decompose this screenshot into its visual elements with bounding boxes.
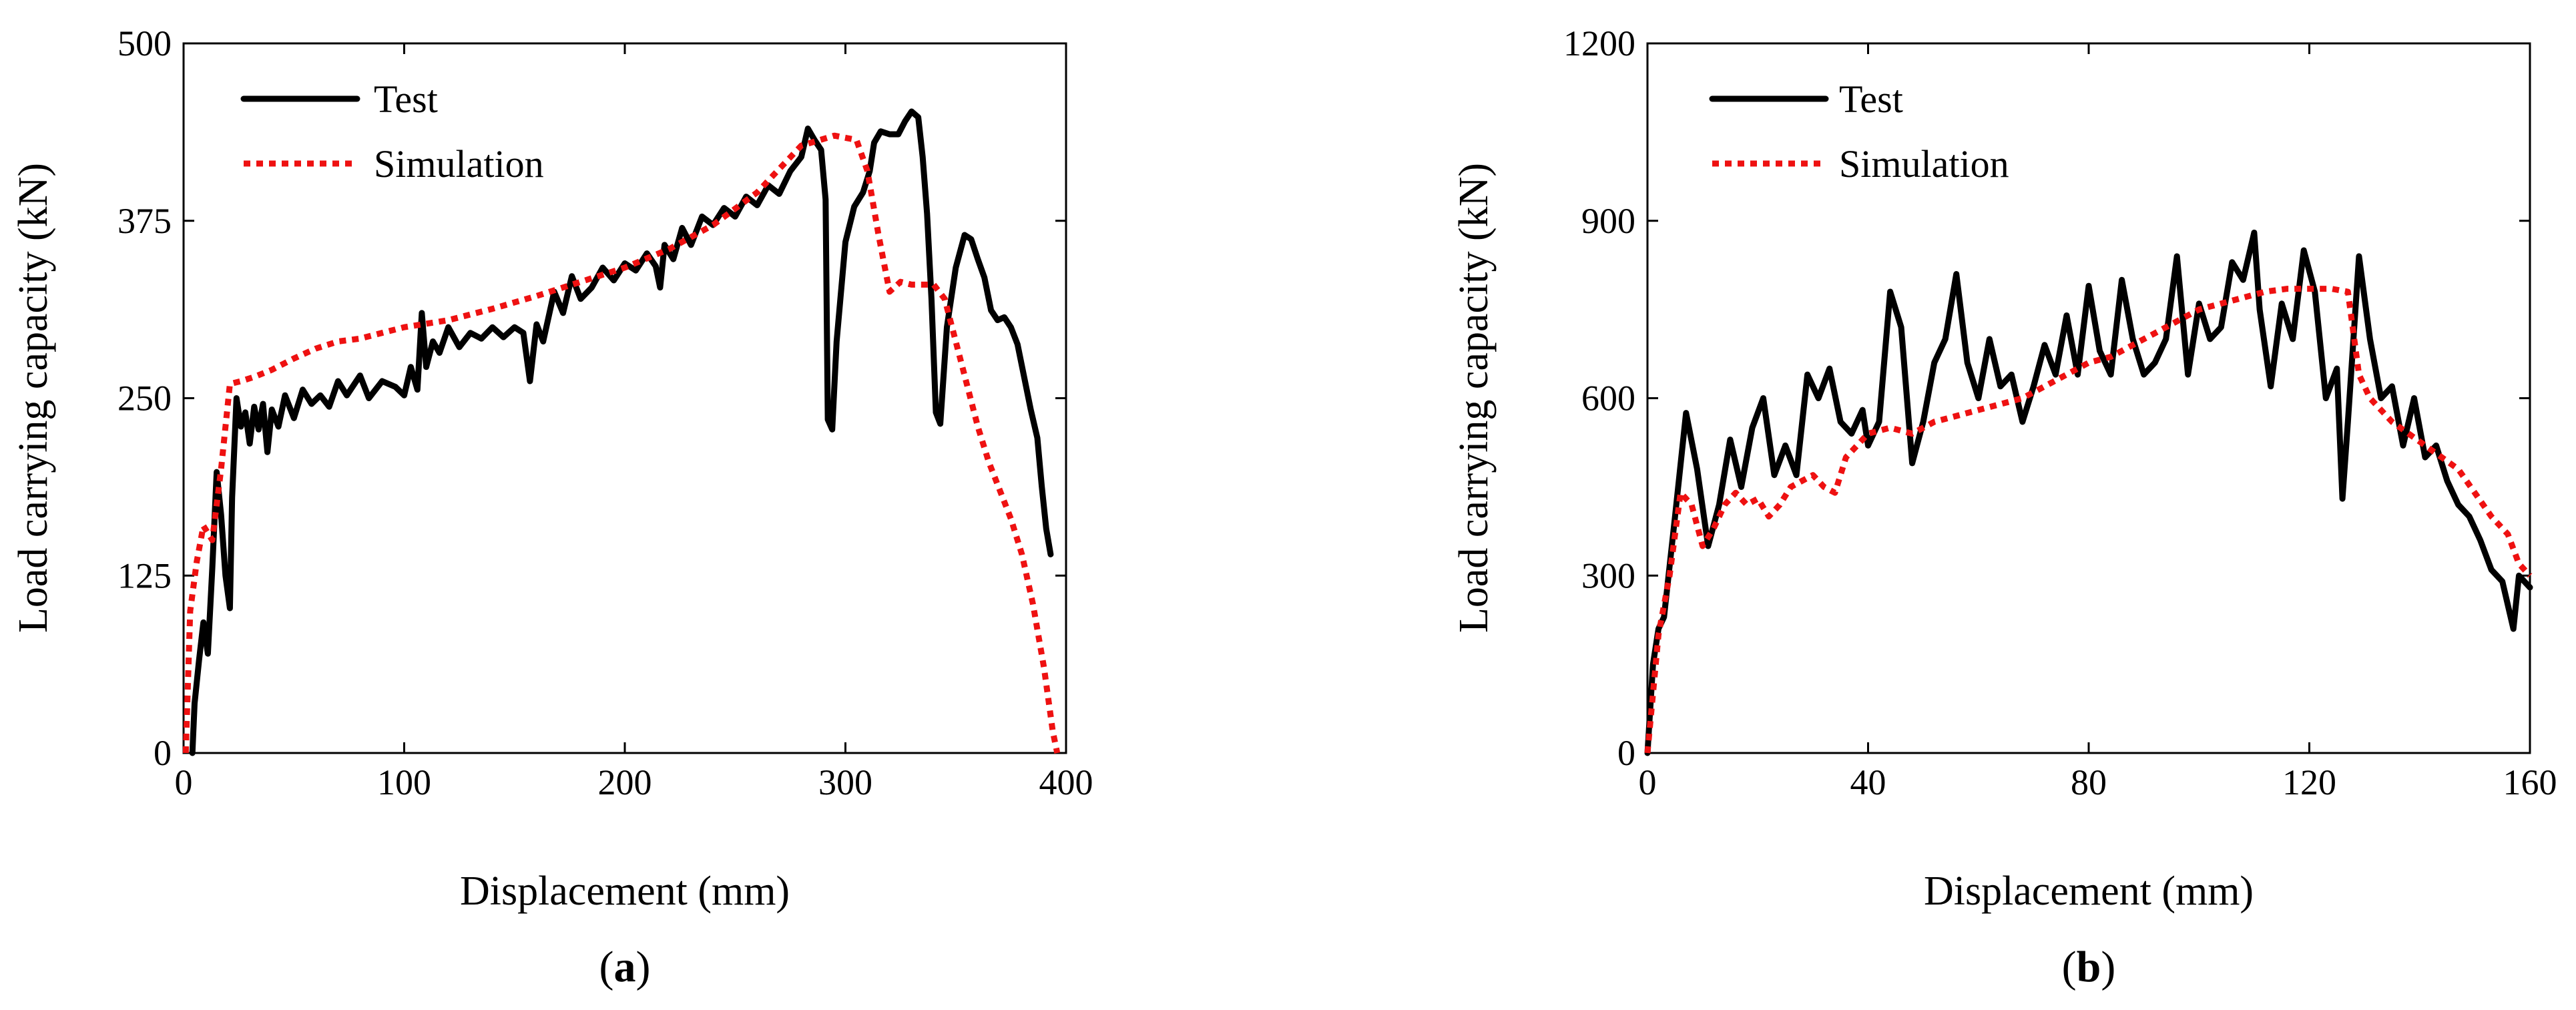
x-tick-label: 160	[2503, 762, 2557, 802]
series-line-test-b	[1644, 230, 2533, 756]
series-line-simulation-b	[1644, 286, 2533, 754]
legend-label-simulation-a: Simulation	[374, 142, 544, 186]
plot-frame-b	[1646, 42, 2531, 754]
x-tick-label: 40	[1850, 762, 1886, 802]
y-tick-label: 900	[1581, 201, 1635, 241]
y-tick-label: 500	[117, 23, 172, 63]
panel-label-a: (a)	[599, 943, 651, 991]
x-tick-label: 80	[2071, 762, 2107, 802]
legend-a: Test Simulation	[240, 77, 544, 186]
panel-a: 0 100 200 300 400 0 125 250 375 500 Test Simulati…	[11, 23, 1093, 991]
x-tick-label: 0	[175, 762, 193, 802]
legend-b: Test Simulation	[1709, 77, 2009, 186]
panel-label-b: (b)	[2062, 943, 2116, 991]
x-tick-label: 0	[1639, 762, 1657, 802]
y-axis-title-a: Load carrying capacity (kN)	[11, 163, 56, 633]
legend-label-test-b: Test	[1839, 77, 1903, 121]
tick-labels-b: 0 40 80 120 160 0 300 600 900 1200	[1563, 23, 2557, 802]
tick-marks-b	[1646, 42, 2531, 754]
series-line-test-a	[189, 108, 1054, 756]
y-tick-label: 375	[117, 201, 172, 241]
y-tick-label: 0	[154, 733, 172, 773]
legend-label-simulation-b: Simulation	[1839, 142, 2009, 186]
legend-label-test-a: Test	[374, 77, 438, 121]
x-tick-label: 400	[1039, 762, 1093, 802]
series-lines-b	[1644, 230, 2533, 756]
tick-labels-a: 0 100 200 300 400 0 125 250 375 500	[117, 23, 1093, 802]
y-tick-label: 600	[1581, 378, 1635, 419]
y-tick-label: 0	[1617, 733, 1635, 773]
series-lines-a	[182, 108, 1061, 756]
y-tick-label: 1200	[1563, 23, 1635, 63]
tick-marks-a	[182, 42, 1067, 754]
series-line-simulation-a	[182, 132, 1061, 754]
y-axis-title-b: Load carrying capacity (kN)	[1451, 163, 1497, 633]
y-tick-label: 250	[117, 378, 172, 419]
x-tick-label: 200	[598, 762, 652, 802]
x-tick-label: 100	[377, 762, 431, 802]
x-tick-label: 120	[2282, 762, 2336, 802]
y-tick-label: 125	[117, 555, 172, 595]
x-axis-title-a: Displacement (mm)	[460, 868, 790, 914]
x-axis-title-b: Displacement (mm)	[1924, 868, 2254, 914]
x-tick-label: 300	[818, 762, 872, 802]
panel-b: 0 40 80 120 160 0 300 600 900 1200 Test Simulatio…	[1451, 23, 2557, 991]
y-tick-label: 300	[1581, 555, 1635, 595]
